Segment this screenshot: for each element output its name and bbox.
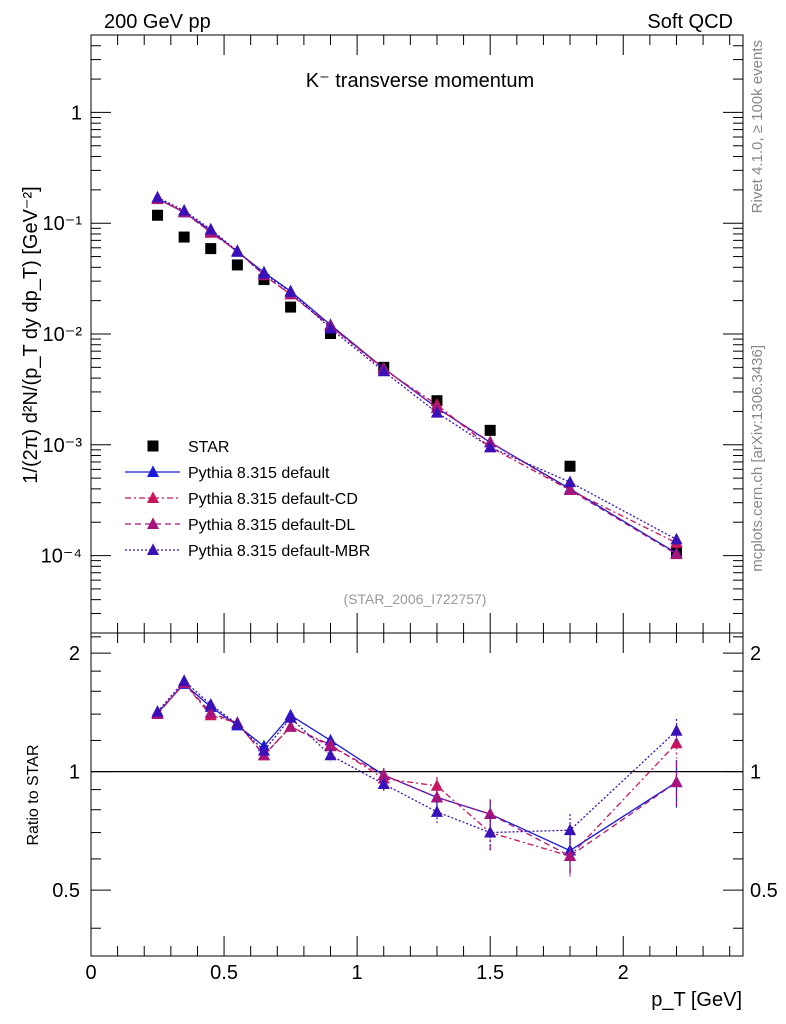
y-tick-label: 10⁻² — [43, 324, 83, 346]
data-point-mc — [178, 203, 191, 216]
ratio-data-point — [430, 779, 444, 791]
ratio-data-point — [377, 777, 390, 789]
data-point-mc — [670, 532, 683, 545]
ratio-data-point — [324, 739, 337, 752]
analysis-label: (STAR_2006_I722757) — [344, 591, 487, 607]
ratio-data-point — [151, 705, 164, 717]
x-tick-label: 0.5 — [210, 962, 238, 984]
legend-item: Pythia 8.315 default-DL — [125, 517, 355, 534]
data-point-star — [231, 259, 243, 271]
header-right: Soft QCD — [647, 11, 733, 33]
ratio-series-line — [157, 679, 677, 834]
data-point-mc — [257, 267, 271, 279]
ratio-y-tick-label: 2 — [69, 643, 80, 665]
data-point-star — [484, 424, 496, 436]
ratio-data-point — [670, 775, 683, 788]
rivet-label: Rivet 4.1.0, ≥ 100k events — [749, 40, 766, 213]
ratio-data-point — [563, 849, 577, 862]
ratio-data-point — [484, 825, 497, 838]
y-axis-label: 1/(2π) d²N/(p_T dy dp_T) [GeV⁻²] — [20, 186, 42, 483]
data-point-mc — [430, 406, 444, 418]
legend-label: STAR — [188, 439, 229, 456]
header-left: 200 GeV pp — [104, 11, 211, 33]
ratio-series-2 — [151, 676, 683, 877]
data-point-mc — [563, 475, 577, 488]
ratio-series-line — [157, 683, 677, 852]
x-tick-label: 1 — [352, 962, 363, 984]
data-point-mc — [204, 222, 217, 235]
data-point-star — [178, 231, 190, 243]
ratio-y-tick-label: 1 — [69, 762, 80, 784]
ratio-data-point — [284, 720, 297, 732]
x-axis-label: p_T [GeV] — [651, 989, 742, 1011]
ratio-data-point — [284, 711, 297, 723]
series-line — [157, 198, 677, 544]
y-tick-label: 10⁻¹ — [43, 213, 83, 235]
legend-marker — [146, 491, 160, 503]
ratio-data-point — [670, 736, 683, 749]
ratio-y-tick-label-right: 1 — [750, 762, 761, 784]
ratio-y-tick-label-right: 2 — [750, 643, 761, 665]
y-tick-label: 10⁻⁴ — [41, 546, 82, 568]
ratio-series-line — [157, 681, 677, 857]
x-tick-label: 2 — [618, 962, 629, 984]
data-point-mc — [670, 547, 683, 560]
ratio-data-point — [484, 807, 497, 820]
legend-marker — [146, 517, 160, 529]
legend-marker — [146, 543, 160, 555]
ratio-plot-frame — [90, 632, 744, 957]
data-point-mc — [377, 364, 390, 377]
legend-label: Pythia 8.315 default-MBR — [188, 543, 370, 560]
data-point-star — [285, 301, 297, 313]
data-point-mc — [231, 244, 244, 257]
ratio-data-point — [204, 697, 217, 710]
y-tick-label: 10⁻³ — [43, 435, 83, 457]
data-point-mc — [563, 483, 577, 496]
legend-marker — [146, 465, 160, 477]
plot-title: K⁻ transverse momentum — [306, 70, 534, 92]
data-point-mc — [324, 321, 337, 334]
data-point-mc — [284, 285, 297, 297]
ratio-y-tick-label-right: 0.5 — [750, 880, 778, 902]
ratio-data-point — [204, 706, 217, 718]
data-point-star — [152, 209, 164, 221]
data-point-star — [205, 243, 217, 255]
ratio-data-point — [430, 790, 444, 803]
ratio-series-3 — [151, 674, 683, 851]
legend-label: Pythia 8.315 default-CD — [188, 491, 358, 508]
ratio-data-point — [324, 748, 337, 761]
series-line — [157, 198, 677, 555]
ratio-y-tick-label: 0.5 — [52, 880, 80, 902]
legend-label: Pythia 8.315 default-DL — [188, 517, 355, 534]
series-line — [157, 197, 677, 554]
ratio-series-1 — [151, 676, 683, 877]
main-series-4 — [151, 190, 683, 545]
data-point-mc — [484, 440, 497, 453]
ratio-series-0 — [151, 677, 683, 874]
legend-item: Pythia 8.315 default — [125, 465, 330, 482]
ratio-data-point — [670, 724, 683, 736]
legend-item: Pythia 8.315 default-MBR — [125, 543, 370, 560]
legend-item: STAR — [147, 439, 229, 456]
ratio-data-point — [430, 805, 444, 817]
ratio-data-point — [178, 674, 191, 686]
legend-item: Pythia 8.315 default-CD — [125, 491, 358, 508]
data-point-star — [325, 328, 337, 340]
ratio-data-point — [231, 717, 244, 730]
mcplots-label: mcplots.cern.ch [arXiv:1306.3436] — [749, 345, 766, 572]
legend-label: Pythia 8.315 default — [188, 465, 330, 482]
data-point-mc — [151, 190, 164, 203]
legend-marker — [147, 440, 159, 452]
ratio-series-line — [157, 681, 677, 857]
series-line — [157, 196, 677, 540]
y-tick-label: 1 — [71, 102, 82, 124]
ratio-data-point — [563, 823, 577, 836]
data-point-star — [564, 460, 576, 472]
ratio-data-point — [377, 768, 390, 781]
ratio-data-point — [257, 744, 271, 756]
x-tick-label: 1.5 — [476, 962, 504, 984]
ratio-y-axis-label: Ratio to STAR — [25, 744, 42, 845]
x-tick-label: 0 — [85, 962, 96, 984]
